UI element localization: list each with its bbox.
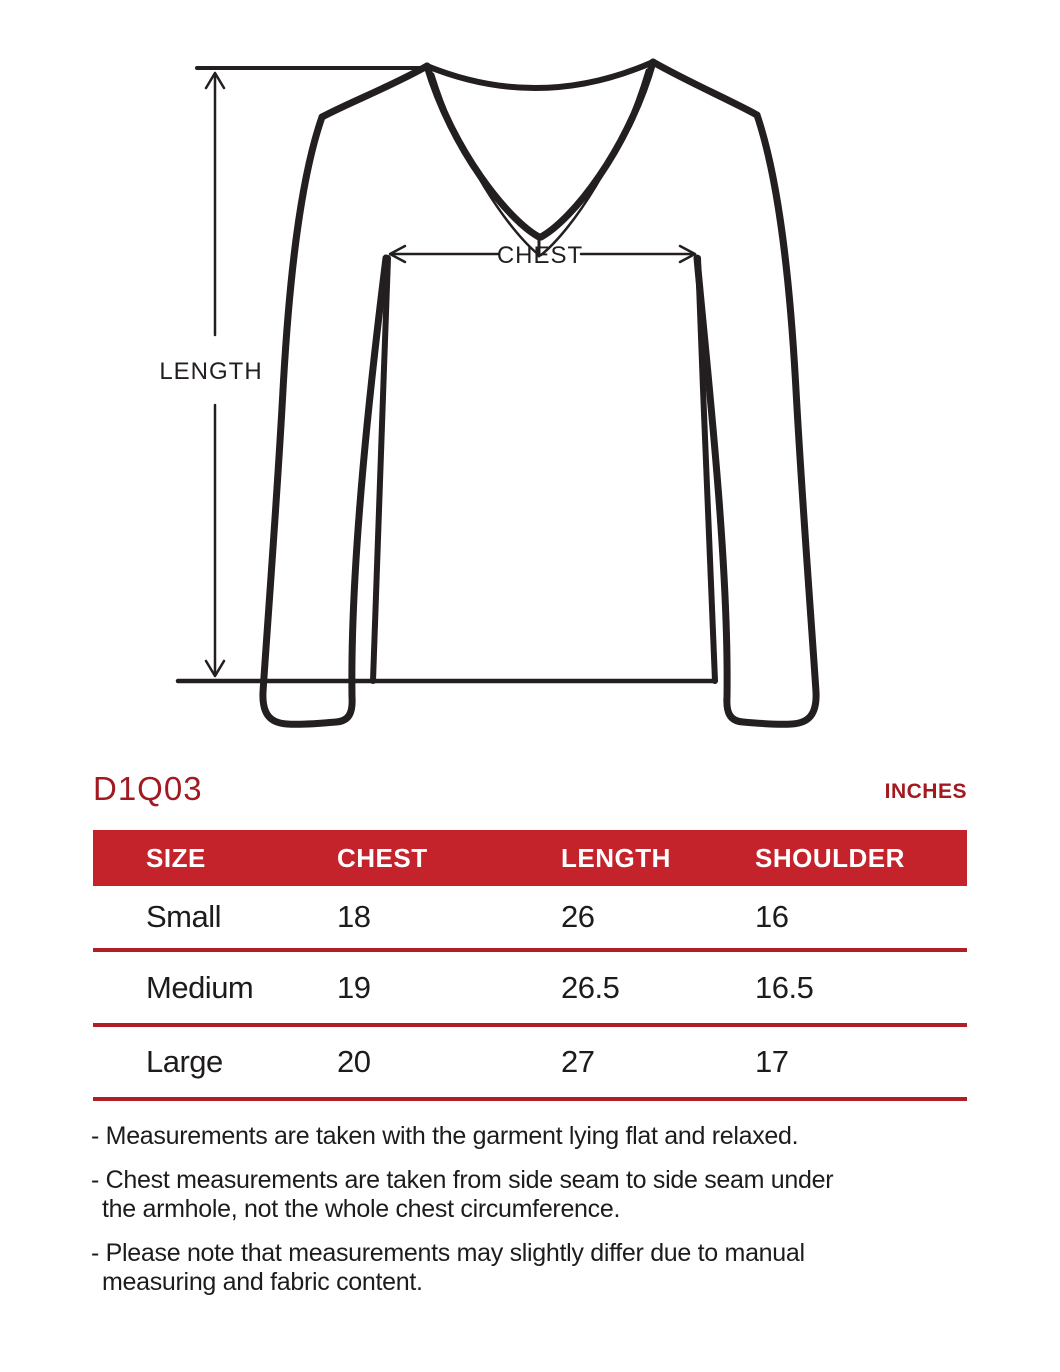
cell-length: 26 [561,899,595,934]
shirt-side-seam-right [695,255,718,684]
shirt-vneck-right [537,58,657,241]
size-table-header: SIZE CHEST LENGTH SHOULDER [93,830,967,886]
column-header-shoulder: SHOULDER [755,842,905,873]
column-header-length: LENGTH [561,842,671,873]
shirt-neckband-left [431,72,541,257]
units-label: INCHES [884,780,967,803]
note-line: measuring and fabric content. [102,1268,423,1296]
shirt-sleeve-left [259,113,390,728]
cell-size: Small [146,899,222,934]
length-label: LENGTH [159,358,262,385]
cell-size: Large [146,1044,223,1079]
cell-length: 27 [561,1044,595,1079]
shirt-diagram: LENGTH CHEST [159,58,820,728]
cell-shoulder: 17 [755,1044,789,1079]
note-line: - Measurements are taken with the garmen… [91,1122,799,1150]
note-line: the armhole, not the whole chest circumf… [102,1195,621,1223]
column-header-size: SIZE [146,842,206,873]
shirt-back-collar [424,59,656,91]
shirt-shoulder-left [318,62,431,121]
shirt-sleeve-right [693,111,820,728]
cell-chest: 20 [337,1044,371,1079]
cell-shoulder: 16 [755,899,789,934]
product-code: D1Q03 [93,770,203,807]
shirt-neckband-right [539,68,649,257]
table-row-large: Large 20 27 17 [93,1027,967,1097]
note-manual-measuring: - Please note that measurements may slig… [91,1239,981,1297]
cell-size: Medium [146,969,254,1005]
length-arrowhead-down [204,659,226,678]
cell-length: 26.5 [561,969,620,1005]
table-row-small: Small 18 26 16 [93,886,967,948]
shirt-side-seam-left [370,255,391,684]
row-separator [93,1023,967,1027]
shirt-shoulder-right [649,58,761,119]
row-separator [93,948,967,952]
chest-arrowhead-right [678,244,697,264]
table-row-medium: Medium 19 26.5 16.5 [93,952,967,1023]
cell-shoulder: 16.5 [755,969,814,1005]
chest-label: CHEST [497,242,583,269]
chest-arrowhead-left [388,244,407,264]
table-bottom-rule [93,1097,967,1101]
cell-chest: 18 [337,899,371,934]
note-flat-relaxed: - Measurements are taken with the garmen… [91,1122,981,1151]
length-arrowhead-up [204,71,226,90]
measurement-notes: - Measurements are taken with the garmen… [91,1122,981,1312]
column-header-chest: CHEST [337,842,428,873]
shirt-vneck-left [423,62,543,241]
note-line: - Chest measurements are taken from side… [91,1166,834,1194]
note-chest-measurement: - Chest measurements are taken from side… [91,1166,981,1224]
cell-chest: 19 [337,969,371,1005]
note-line: - Please note that measurements may slig… [91,1239,805,1267]
